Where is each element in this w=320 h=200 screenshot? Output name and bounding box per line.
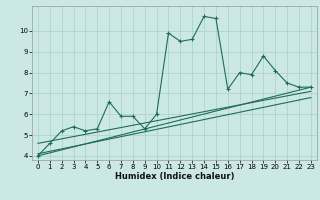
X-axis label: Humidex (Indice chaleur): Humidex (Indice chaleur) [115,172,234,181]
